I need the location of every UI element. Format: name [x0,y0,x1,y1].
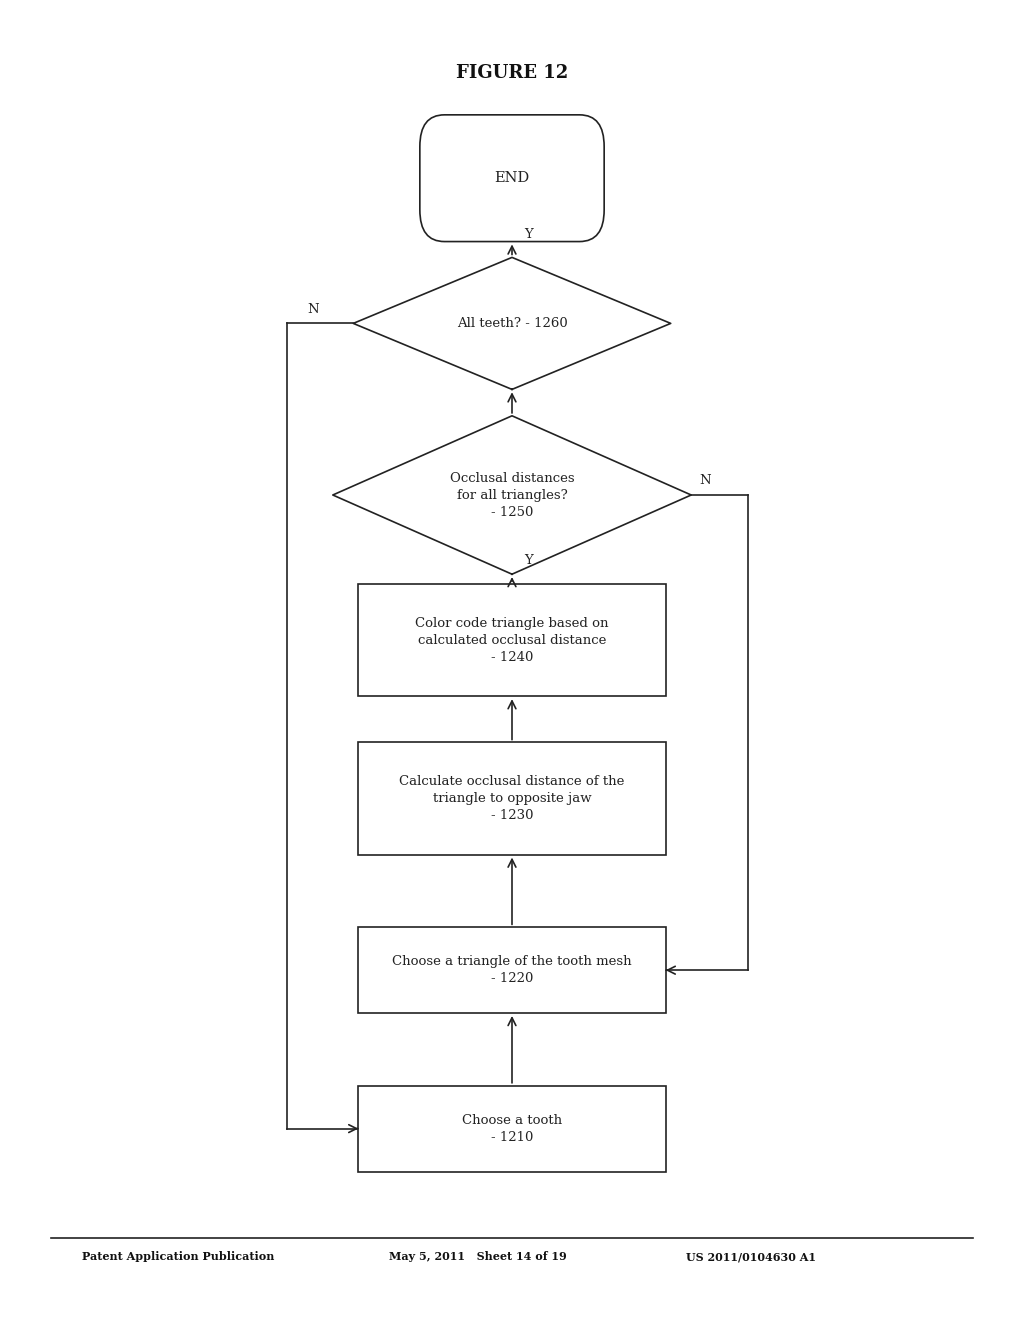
Text: Choose a triangle of the tooth mesh
- 1220: Choose a triangle of the tooth mesh - 12… [392,956,632,985]
Text: END: END [495,172,529,185]
Text: N: N [699,474,711,487]
Text: US 2011/0104630 A1: US 2011/0104630 A1 [686,1251,816,1262]
Text: All teeth? - 1260: All teeth? - 1260 [457,317,567,330]
Text: Color code triangle based on
calculated occlusal distance
- 1240: Color code triangle based on calculated … [416,616,608,664]
Text: Choose a tooth
- 1210: Choose a tooth - 1210 [462,1114,562,1143]
FancyBboxPatch shape [358,1085,666,1172]
Text: Occlusal distances
for all triangles?
- 1250: Occlusal distances for all triangles? - … [450,471,574,519]
Text: Calculate occlusal distance of the
triangle to opposite jaw
- 1230: Calculate occlusal distance of the trian… [399,775,625,822]
FancyBboxPatch shape [420,115,604,242]
Text: May 5, 2011   Sheet 14 of 19: May 5, 2011 Sheet 14 of 19 [389,1251,567,1262]
Text: Y: Y [524,554,534,568]
FancyBboxPatch shape [358,927,666,1014]
Text: Y: Y [524,227,534,240]
FancyBboxPatch shape [358,583,666,697]
Text: FIGURE 12: FIGURE 12 [456,63,568,82]
FancyBboxPatch shape [358,742,666,855]
Text: N: N [307,302,318,315]
Text: Patent Application Publication: Patent Application Publication [82,1251,274,1262]
